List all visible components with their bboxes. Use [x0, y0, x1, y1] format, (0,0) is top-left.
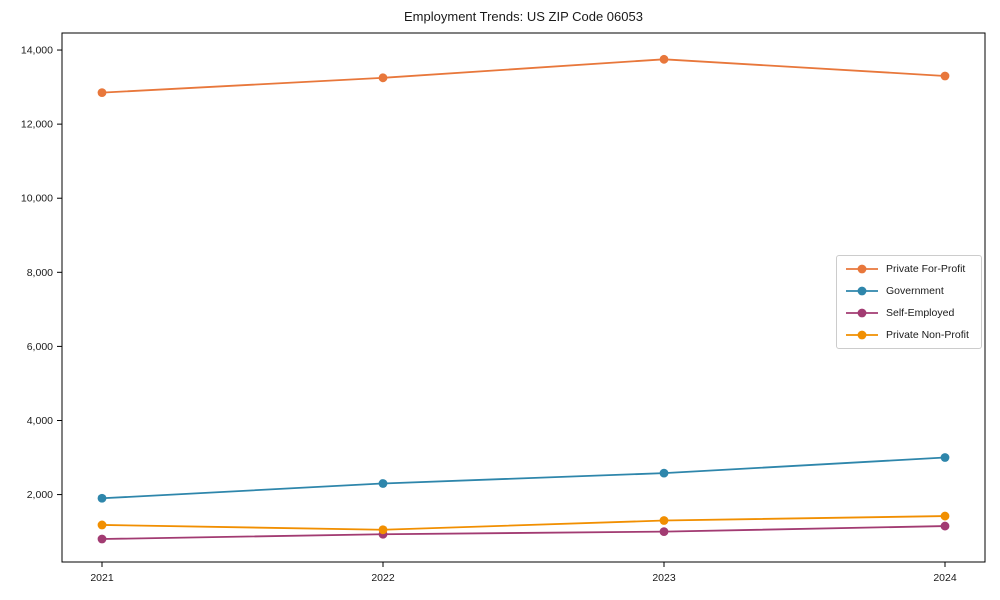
data-point-self-employed-2024 [940, 521, 950, 531]
series-line-government [101, 456, 946, 500]
plot-frame [61, 32, 986, 563]
y-tick-label: 14,000 [21, 45, 53, 57]
data-point-private-non-profit-2024 [940, 511, 950, 521]
data-point-self-employed-2021 [97, 534, 107, 544]
legend-marker-private-non-profit [846, 330, 878, 340]
data-point-self-employed-2023 [659, 527, 669, 537]
legend-dot [857, 286, 867, 296]
data-point-private-for-profit-2022 [378, 73, 388, 83]
data-point-government-2023 [659, 468, 669, 478]
series-line-self-employed [101, 525, 946, 540]
x-tick-label: 2022 [371, 572, 395, 584]
data-point-private-non-profit-2022 [378, 525, 388, 535]
y-tick-label: 8,000 [27, 267, 53, 279]
series-line-private-for-profit [101, 58, 946, 94]
legend-marker-private-for-profit [846, 264, 878, 274]
y-tick-label: 4,000 [27, 415, 53, 427]
data-point-private-non-profit-2021 [97, 520, 107, 530]
legend-item-private-non-profit: Private Non-Profit [837, 324, 981, 346]
data-point-government-2022 [378, 479, 388, 488]
series-line-private-non-profit [101, 515, 946, 531]
data-point-private-for-profit-2023 [659, 54, 669, 64]
x-tick-label: 2023 [652, 572, 676, 584]
y-tick-label: 6,000 [27, 341, 53, 353]
y-tick-label: 12,000 [21, 119, 53, 131]
data-point-private-for-profit-2021 [97, 88, 107, 98]
x-tick-label: 2024 [933, 572, 957, 584]
legend-label: Private Non-Profit [886, 329, 969, 341]
x-tick-label: 2021 [90, 572, 114, 584]
legend-label: Private For-Profit [886, 263, 966, 275]
legend: Private For-Profit Government Self-Employe… [836, 255, 982, 349]
y-tick-label: 2,000 [27, 489, 53, 501]
data-point-private-for-profit-2024 [940, 71, 950, 81]
legend-item-government: Government [837, 280, 981, 302]
legend-label: Self-Employed [886, 307, 955, 319]
data-point-government-2021 [97, 493, 107, 503]
legend-item-private-for-profit: Private For-Profit [837, 258, 981, 280]
y-tick-label: 10,000 [21, 193, 53, 205]
data-point-private-non-profit-2023 [659, 516, 669, 525]
data-point-government-2024 [940, 453, 950, 462]
legend-marker-government [846, 286, 878, 296]
legend-dot [857, 330, 867, 340]
legend-label: Government [886, 285, 944, 297]
legend-marker-self-employed [846, 308, 878, 318]
legend-item-self-employed: Self-Employed [837, 302, 981, 324]
legend-dot [857, 264, 867, 274]
legend-dot [857, 308, 867, 318]
chart-title: Employment Trends: US ZIP Code 06053 [404, 9, 643, 24]
